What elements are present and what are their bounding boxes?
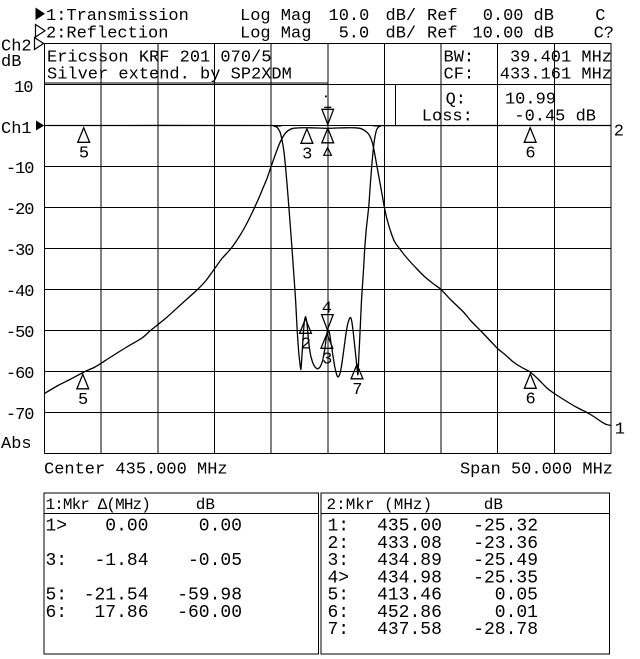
svg-text:CF:: CF: <box>444 66 475 85</box>
svg-text:Silver extend. by SP2XDM: Silver extend. by SP2XDM <box>47 66 292 85</box>
svg-text:-70: -70 <box>6 406 34 425</box>
svg-text:2: 2 <box>614 123 624 142</box>
svg-text:-21.54: -21.54 <box>84 586 149 606</box>
svg-text:3:: 3: <box>46 551 68 571</box>
svg-text:Ref: Ref <box>427 24 458 43</box>
svg-text:dB/: dB/ <box>386 24 417 43</box>
svg-text:-40: -40 <box>6 283 34 302</box>
svg-text:Loss:: Loss: <box>422 108 473 127</box>
svg-text:C: C <box>595 7 605 26</box>
svg-text:-25.35: -25.35 <box>473 568 538 588</box>
svg-text:434.98: 434.98 <box>377 568 442 588</box>
svg-text:2:: 2: <box>328 534 350 554</box>
svg-text:10.00: 10.00 <box>472 24 523 43</box>
svg-text:5: 5 <box>78 391 88 410</box>
svg-text:5:: 5: <box>328 586 350 606</box>
svg-text:39.401 MHz: 39.401 MHz <box>510 49 612 68</box>
svg-text:1:: 1: <box>328 517 350 537</box>
svg-text:-28.78: -28.78 <box>473 620 538 640</box>
svg-text:dB: dB <box>196 496 215 514</box>
svg-text:17.86: 17.86 <box>94 603 148 623</box>
svg-text:-1.84: -1.84 <box>94 551 148 571</box>
svg-text:Ch1: Ch1 <box>1 120 32 139</box>
svg-text:6:: 6: <box>46 603 68 623</box>
svg-text:-0.45 dB: -0.45 dB <box>514 108 596 127</box>
svg-text:-23.36: -23.36 <box>473 534 538 554</box>
svg-text:-10: -10 <box>6 160 34 179</box>
svg-text:-30: -30 <box>6 242 34 261</box>
svg-text:Ref: Ref <box>427 7 458 26</box>
svg-text:dB: dB <box>484 496 503 514</box>
svg-text:10.0: 10.0 <box>329 7 370 26</box>
svg-text:7: 7 <box>352 381 362 400</box>
svg-text:435.00: 435.00 <box>377 517 442 537</box>
svg-text:6: 6 <box>525 144 535 163</box>
svg-text:dB: dB <box>534 24 554 43</box>
svg-text:Log Mag: Log Mag <box>240 7 311 26</box>
svg-text:5: 5 <box>79 144 89 163</box>
svg-text:-25.49: -25.49 <box>473 551 538 571</box>
svg-text:3: 3 <box>322 350 332 369</box>
svg-text:dB: dB <box>1 53 21 72</box>
svg-text:2:Reflection: 2:Reflection <box>46 24 168 43</box>
svg-text:0.01: 0.01 <box>495 603 538 623</box>
svg-text:10: 10 <box>14 79 33 98</box>
svg-text:Log Mag: Log Mag <box>240 24 311 43</box>
svg-text:Abs: Abs <box>1 435 32 454</box>
svg-text:-25.32: -25.32 <box>473 517 538 537</box>
svg-text:452.86: 452.86 <box>377 603 442 623</box>
svg-text:Q:: Q: <box>446 91 466 110</box>
svg-text:1:Transmission: 1:Transmission <box>46 7 189 26</box>
svg-text:C?: C? <box>594 24 614 43</box>
svg-text:-0.05: -0.05 <box>188 551 242 571</box>
svg-text:-59.98: -59.98 <box>177 586 242 606</box>
svg-text:-20: -20 <box>6 201 34 220</box>
svg-text:1: 1 <box>615 421 625 440</box>
svg-text:3: 3 <box>302 145 312 164</box>
svg-text:-50: -50 <box>6 324 34 343</box>
svg-text:10.99: 10.99 <box>505 91 556 110</box>
svg-text:437.58: 437.58 <box>377 620 442 640</box>
svg-text:433.08: 433.08 <box>377 534 442 554</box>
svg-text:Center 435.000 MHz: Center 435.000 MHz <box>44 461 228 480</box>
svg-text:Span 50.000 MHz: Span 50.000 MHz <box>460 461 613 480</box>
svg-text:5:: 5: <box>46 586 68 606</box>
svg-text:0.00: 0.00 <box>483 7 524 26</box>
svg-text:-60: -60 <box>6 365 34 384</box>
svg-text:434.89: 434.89 <box>377 551 442 571</box>
svg-text:413.46: 413.46 <box>377 586 442 606</box>
svg-text:4>: 4> <box>328 568 350 588</box>
svg-text:7:: 7: <box>328 620 350 640</box>
svg-text:2:Mkr (MHz): 2:Mkr (MHz) <box>327 496 433 514</box>
svg-text:Ch2: Ch2 <box>1 38 32 57</box>
svg-text:6: 6 <box>526 390 536 409</box>
svg-text:2: 2 <box>301 335 311 354</box>
svg-text:5.0: 5.0 <box>339 24 370 43</box>
svg-text:1>: 1> <box>46 517 68 537</box>
svg-text:-60.00: -60.00 <box>177 603 242 623</box>
svg-text:3:: 3: <box>328 551 350 571</box>
svg-text:6:: 6: <box>328 603 350 623</box>
svg-text:BW:: BW: <box>444 49 475 68</box>
svg-text:433.161 MHz: 433.161 MHz <box>500 66 612 85</box>
svg-text:0.00: 0.00 <box>199 517 242 537</box>
svg-text:dB/: dB/ <box>386 7 417 26</box>
svg-text:0.05: 0.05 <box>495 586 538 606</box>
svg-text:0.00: 0.00 <box>105 517 148 537</box>
svg-text:4: 4 <box>322 300 332 319</box>
svg-text:1:Mkr Δ(MHz): 1:Mkr Δ(MHz) <box>46 496 150 514</box>
svg-text:Ericsson KRF 201 070/5: Ericsson KRF 201 070/5 <box>47 49 271 68</box>
svg-text:dB: dB <box>534 7 554 26</box>
